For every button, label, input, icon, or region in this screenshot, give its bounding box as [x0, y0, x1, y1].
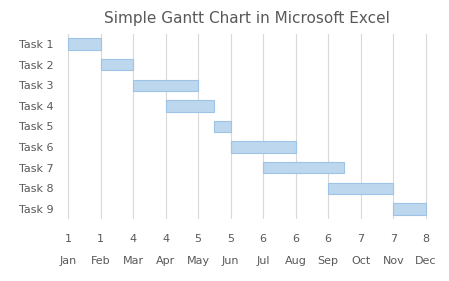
Text: 4: 4	[130, 234, 136, 244]
Bar	[101, 59, 133, 70]
Text: Oct: Oct	[351, 256, 370, 266]
Text: 6: 6	[292, 234, 299, 244]
Bar	[328, 183, 393, 194]
Bar	[68, 38, 101, 50]
Text: Dec: Dec	[415, 256, 436, 266]
Text: Jan: Jan	[60, 256, 77, 266]
Text: Sep: Sep	[318, 256, 339, 266]
Title: Simple Gantt Chart in Microsoft Excel: Simple Gantt Chart in Microsoft Excel	[104, 11, 390, 26]
Text: Aug: Aug	[285, 256, 307, 266]
Text: Mar: Mar	[123, 256, 144, 266]
Bar	[166, 100, 215, 112]
Text: 7: 7	[390, 234, 397, 244]
Text: Jun: Jun	[222, 256, 239, 266]
Text: 1: 1	[65, 234, 72, 244]
Text: 1: 1	[97, 234, 104, 244]
Text: May: May	[187, 256, 210, 266]
Bar	[215, 121, 231, 132]
Bar	[231, 141, 296, 153]
Text: Jul: Jul	[256, 256, 270, 266]
Text: Apr: Apr	[156, 256, 175, 266]
Bar	[393, 203, 426, 215]
Text: 7: 7	[357, 234, 364, 244]
Text: 6: 6	[325, 234, 332, 244]
Text: 4: 4	[162, 234, 169, 244]
Text: 5: 5	[195, 234, 202, 244]
Text: 8: 8	[422, 234, 429, 244]
Text: 5: 5	[227, 234, 234, 244]
Bar	[263, 162, 344, 173]
Bar	[133, 80, 198, 91]
Text: 6: 6	[260, 234, 267, 244]
Text: Nov: Nov	[383, 256, 404, 266]
Text: Feb: Feb	[91, 256, 110, 266]
